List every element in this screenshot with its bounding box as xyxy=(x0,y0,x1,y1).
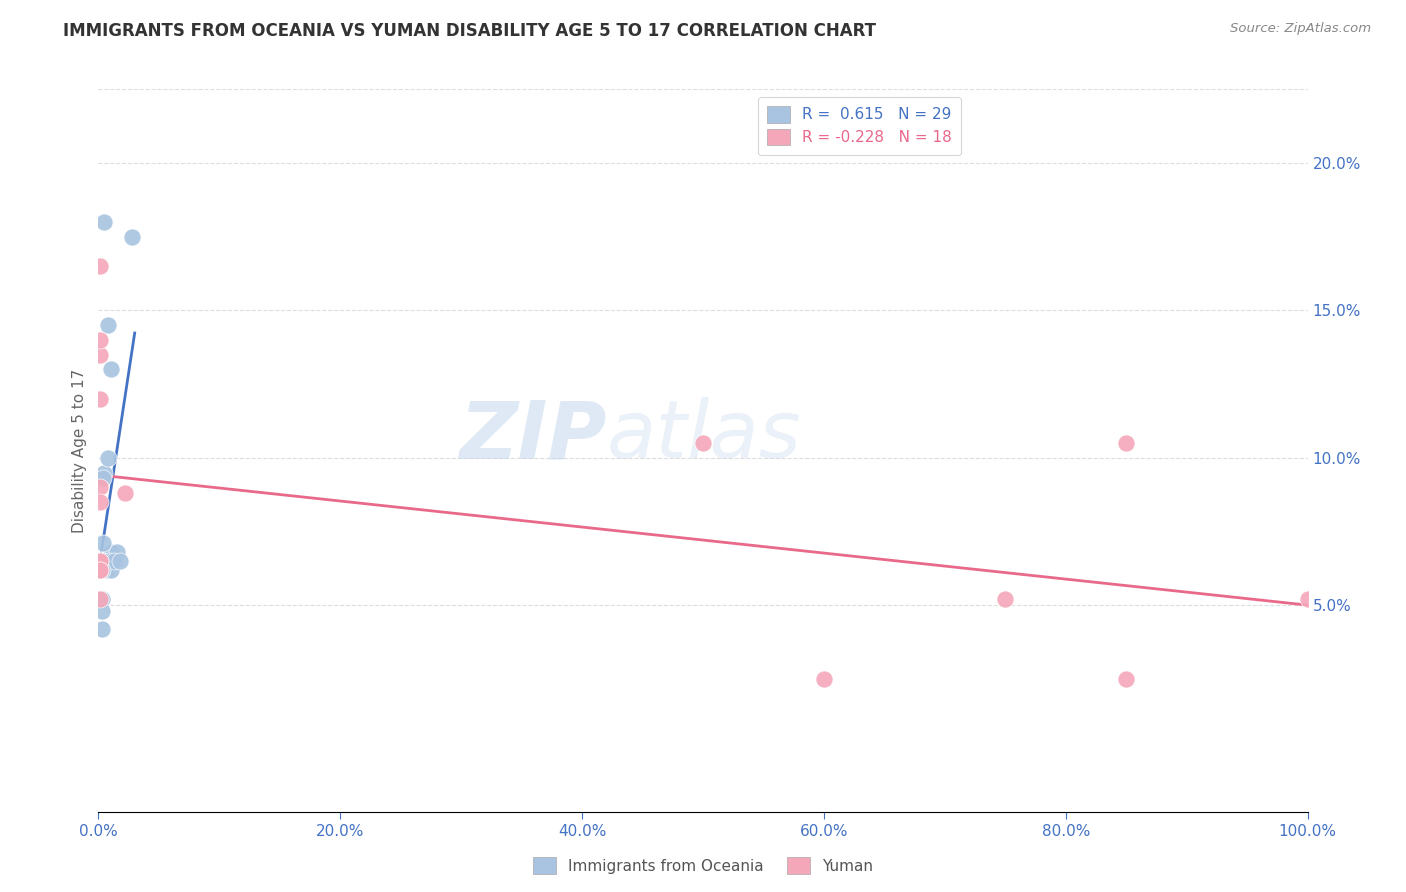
Point xyxy=(96,563,118,577)
Point xyxy=(98,554,121,568)
Point xyxy=(89,592,111,607)
Point xyxy=(692,436,714,450)
Text: ZIP: ZIP xyxy=(458,397,606,475)
Point xyxy=(100,362,122,376)
Point xyxy=(1115,436,1137,450)
Point xyxy=(91,622,114,636)
Point xyxy=(121,229,143,244)
Legend: R =  0.615   N = 29, R = -0.228   N = 18: R = 0.615 N = 29, R = -0.228 N = 18 xyxy=(758,97,962,154)
Point xyxy=(100,563,122,577)
Point xyxy=(89,563,111,577)
Point xyxy=(89,259,111,273)
Point xyxy=(89,480,111,494)
Point xyxy=(91,536,114,550)
Text: atlas: atlas xyxy=(606,397,801,475)
Point xyxy=(89,392,111,406)
Point xyxy=(89,348,111,362)
Point xyxy=(91,563,114,577)
Point xyxy=(89,563,111,577)
Y-axis label: Disability Age 5 to 17: Disability Age 5 to 17 xyxy=(72,368,87,533)
Point xyxy=(90,554,112,568)
Point xyxy=(89,554,111,568)
Point xyxy=(90,554,112,568)
Point xyxy=(97,318,120,332)
Point xyxy=(91,592,114,607)
Point xyxy=(97,450,120,465)
Point xyxy=(89,554,111,568)
Point xyxy=(994,592,1017,607)
Point xyxy=(114,486,136,500)
Point xyxy=(89,563,111,577)
Point xyxy=(89,495,111,509)
Point xyxy=(90,563,112,577)
Point xyxy=(91,554,114,568)
Text: Source: ZipAtlas.com: Source: ZipAtlas.com xyxy=(1230,22,1371,36)
Point xyxy=(103,554,125,568)
Text: IMMIGRANTS FROM OCEANIA VS YUMAN DISABILITY AGE 5 TO 17 CORRELATION CHART: IMMIGRANTS FROM OCEANIA VS YUMAN DISABIL… xyxy=(63,22,876,40)
Point xyxy=(91,604,114,618)
Point xyxy=(93,215,115,229)
Point xyxy=(90,554,112,568)
Point xyxy=(1115,672,1137,686)
Point xyxy=(813,672,835,686)
Point xyxy=(105,545,128,559)
Point xyxy=(1296,592,1319,607)
Point xyxy=(91,471,114,485)
Point xyxy=(89,563,111,577)
Point xyxy=(100,545,122,559)
Point xyxy=(93,466,115,480)
Point xyxy=(89,563,111,577)
Legend: Immigrants from Oceania, Yuman: Immigrants from Oceania, Yuman xyxy=(527,851,879,880)
Point xyxy=(89,333,111,347)
Point xyxy=(91,554,114,568)
Point xyxy=(108,554,131,568)
Point xyxy=(89,563,111,577)
